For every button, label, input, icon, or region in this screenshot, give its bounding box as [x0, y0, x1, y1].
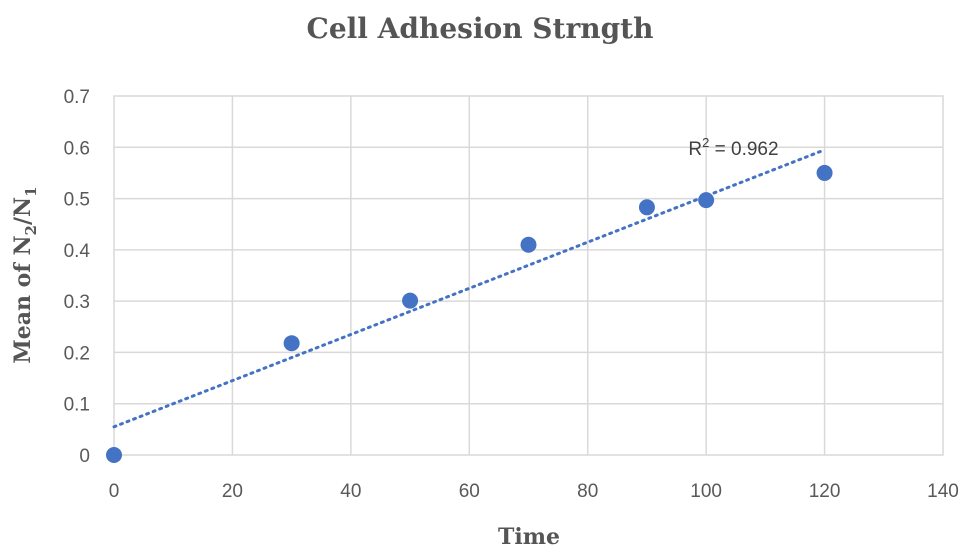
r-squared-prefix: R — [688, 139, 702, 160]
x-tick-label: 40 — [340, 481, 361, 502]
y-tick-label: 0.4 — [64, 241, 91, 262]
x-tick-label: 100 — [690, 481, 722, 502]
r-squared-label: R2 = 0.962 — [688, 135, 778, 160]
y-tick-label: 0.2 — [64, 343, 90, 364]
y-tick-label: 0.5 — [64, 190, 90, 211]
x-tick-label: 120 — [809, 481, 841, 502]
r-squared-value: = 0.962 — [709, 139, 778, 160]
x-tick-label: 140 — [927, 481, 959, 502]
data-point — [638, 199, 655, 216]
data-point — [698, 192, 715, 209]
x-tick-labels: 0 20 40 60 80 100 120 140 — [109, 481, 959, 502]
y-tick-label: 0 — [79, 446, 90, 467]
y-axis-title-sub2: 1 — [22, 186, 40, 196]
y-axis-title-sub1: 2 — [22, 225, 40, 235]
y-tick-label: 0.3 — [64, 292, 90, 313]
x-tick-label: 60 — [459, 481, 480, 502]
y-tick-label: 0.6 — [64, 138, 90, 159]
y-tick-labels: 0 0.1 0.2 0.3 0.4 0.5 0.6 0.7 — [64, 87, 91, 467]
data-point — [402, 292, 419, 309]
data-point — [816, 164, 833, 181]
data-point — [106, 447, 122, 463]
y-axis-title: Mean of N2/N1 — [10, 186, 40, 363]
grid-layer — [114, 96, 943, 455]
data-point — [283, 335, 300, 352]
x-tick-label: 20 — [222, 481, 243, 502]
r-squared-superscript: 2 — [702, 135, 709, 150]
x-tick-label: 80 — [577, 481, 598, 502]
data-points — [106, 164, 833, 463]
y-tick-label: 0.7 — [64, 87, 90, 108]
chart-title: Cell Adhesion Strngth — [307, 12, 654, 45]
plot-area — [113, 95, 944, 456]
x-tick-label: 0 — [109, 481, 120, 502]
y-axis-title-main: Mean of N — [10, 235, 36, 363]
y-axis-title-slash: /N — [10, 197, 36, 225]
x-axis-title: Time — [498, 524, 560, 548]
y-tick-label: 0.1 — [64, 395, 90, 416]
data-point — [520, 236, 537, 253]
